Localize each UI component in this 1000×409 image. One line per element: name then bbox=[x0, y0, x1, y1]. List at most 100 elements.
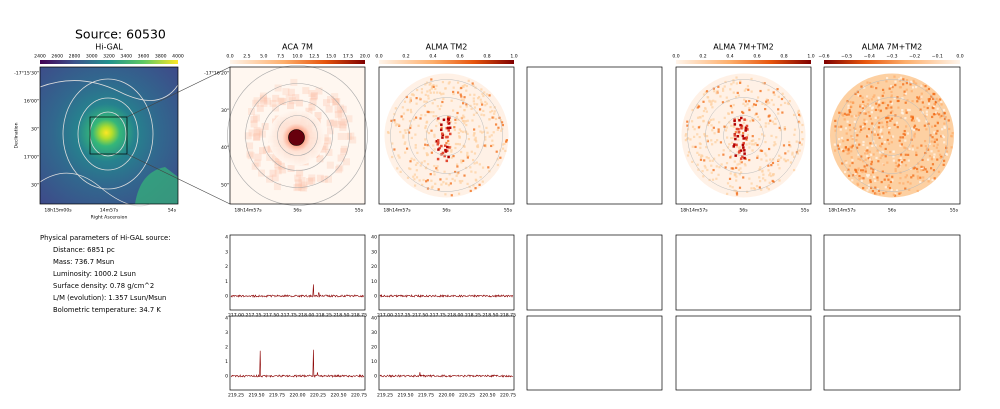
pixel bbox=[890, 96, 893, 99]
pixel bbox=[472, 134, 475, 137]
pixel bbox=[711, 178, 715, 181]
pixel bbox=[866, 81, 869, 84]
colorbar-tick: 0.0 bbox=[375, 54, 382, 60]
pixel bbox=[733, 189, 736, 192]
pixel bbox=[483, 91, 486, 94]
pixel bbox=[696, 106, 699, 109]
pixel bbox=[696, 116, 700, 119]
pixel bbox=[693, 135, 696, 138]
pixel bbox=[756, 154, 759, 158]
pixel bbox=[721, 101, 725, 104]
pixel bbox=[262, 146, 270, 154]
pixel bbox=[890, 136, 893, 139]
pixel bbox=[759, 166, 762, 169]
pixel bbox=[894, 168, 897, 171]
pixel bbox=[907, 153, 910, 156]
pixel bbox=[907, 159, 910, 162]
pixel bbox=[462, 119, 465, 123]
pixel bbox=[871, 85, 874, 89]
pixel bbox=[911, 148, 914, 151]
x-tick: 218.00 bbox=[298, 313, 314, 319]
x-tick: 217.25 bbox=[395, 313, 411, 319]
pixel bbox=[499, 156, 502, 159]
pixel bbox=[894, 83, 897, 87]
pixel bbox=[945, 153, 949, 156]
pixel bbox=[744, 87, 748, 91]
pixel bbox=[435, 167, 438, 170]
pixel bbox=[449, 145, 452, 149]
pixel bbox=[436, 139, 440, 142]
pixel bbox=[909, 182, 912, 185]
pixel bbox=[339, 105, 347, 113]
pixel bbox=[933, 140, 936, 144]
pixel bbox=[441, 136, 444, 139]
pixel bbox=[721, 89, 725, 92]
pixel bbox=[737, 151, 741, 154]
pixel bbox=[462, 98, 465, 101]
pixel bbox=[710, 171, 713, 174]
pixel bbox=[885, 76, 889, 80]
pixel bbox=[711, 106, 714, 109]
pixel bbox=[409, 160, 412, 163]
colorbar bbox=[824, 60, 960, 64]
pixel bbox=[902, 78, 905, 81]
pixel bbox=[765, 159, 768, 162]
colorbar-tick: 0.0 bbox=[956, 54, 963, 60]
pixel bbox=[931, 125, 934, 128]
pixel bbox=[401, 118, 405, 121]
pixel bbox=[853, 120, 856, 123]
pixel bbox=[872, 153, 875, 156]
pixel bbox=[945, 145, 948, 148]
pixel bbox=[490, 144, 493, 148]
pixel bbox=[482, 114, 486, 117]
pixel bbox=[890, 94, 893, 97]
pixel bbox=[424, 93, 427, 96]
pixel bbox=[252, 99, 260, 107]
pixel bbox=[863, 112, 866, 115]
pixel bbox=[877, 116, 880, 119]
pixel bbox=[290, 78, 298, 86]
pixel bbox=[850, 150, 853, 153]
pixel bbox=[777, 95, 780, 98]
pixel bbox=[501, 123, 505, 127]
pixel bbox=[763, 134, 766, 137]
pixel bbox=[936, 129, 939, 133]
pixel bbox=[703, 132, 706, 136]
pixel bbox=[432, 85, 435, 88]
pixel bbox=[339, 123, 347, 131]
pixel bbox=[856, 182, 859, 185]
pixel bbox=[847, 174, 851, 177]
pixel bbox=[776, 88, 779, 91]
pixel bbox=[939, 156, 942, 160]
pixel bbox=[913, 136, 916, 139]
pixel bbox=[765, 100, 768, 103]
pixel bbox=[904, 109, 908, 112]
pixel bbox=[915, 82, 918, 85]
pixel bbox=[888, 132, 891, 135]
x-tick: 217.75 bbox=[430, 313, 446, 319]
pixel bbox=[849, 110, 852, 114]
pixel bbox=[446, 115, 450, 118]
pixel bbox=[250, 120, 258, 128]
pixel bbox=[903, 90, 906, 93]
pixel bbox=[480, 113, 483, 116]
pixel bbox=[489, 106, 492, 109]
pixel bbox=[433, 135, 436, 138]
colorbar-tick: 0.4 bbox=[726, 54, 733, 60]
pixel bbox=[906, 132, 910, 135]
pixel bbox=[409, 167, 412, 171]
pixel bbox=[881, 170, 884, 173]
pixel bbox=[766, 186, 769, 189]
pixel bbox=[449, 182, 452, 185]
pixel bbox=[867, 184, 870, 187]
pixel bbox=[331, 93, 339, 101]
x-tick: 218.75 bbox=[351, 313, 367, 319]
pixel bbox=[706, 123, 709, 127]
x-tick: 18h14m57s bbox=[234, 208, 262, 214]
pixel bbox=[473, 132, 476, 135]
pixel bbox=[934, 124, 937, 127]
pixel bbox=[446, 145, 449, 149]
pixel bbox=[717, 85, 720, 88]
pixel bbox=[920, 84, 923, 87]
